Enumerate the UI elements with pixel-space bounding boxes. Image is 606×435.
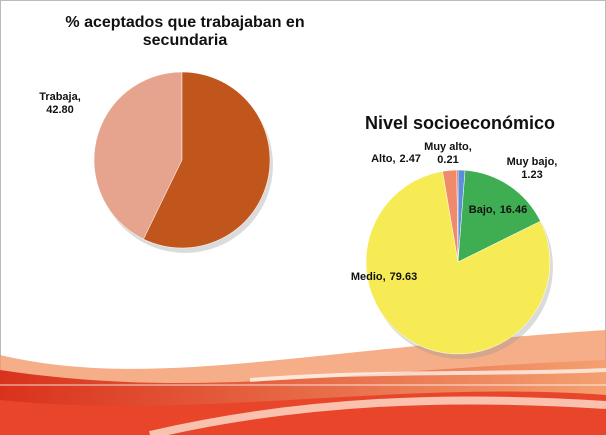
value-label: 16.46 — [500, 204, 528, 216]
category-label: Muy bajo — [507, 156, 555, 168]
category-label: Muy alto — [424, 141, 469, 153]
value-label: 42.80 — [46, 104, 74, 116]
slide: Trabaja,42.80Muy bajo,1.23Bajo,16.46Medi… — [0, 0, 606, 435]
data-label: Medio,79.63 — [351, 271, 417, 283]
category-label: Alto — [371, 153, 393, 165]
chart-title: Nivel socioeconómico — [360, 113, 560, 134]
value-label: 79.63 — [390, 271, 418, 283]
chart-title: % aceptados que trabajaban en secundaria — [50, 14, 320, 50]
value-label: 2.47 — [400, 153, 421, 165]
chart: Trabaja,42.80Muy bajo,1.23Bajo,16.46Medi… — [0, 0, 606, 435]
category-label: Bajo — [469, 204, 493, 216]
category-label: Medio — [351, 271, 383, 283]
category-label: Trabaja — [39, 91, 78, 103]
value-label: 0.21 — [437, 154, 458, 166]
value-label: 1.23 — [521, 169, 542, 181]
